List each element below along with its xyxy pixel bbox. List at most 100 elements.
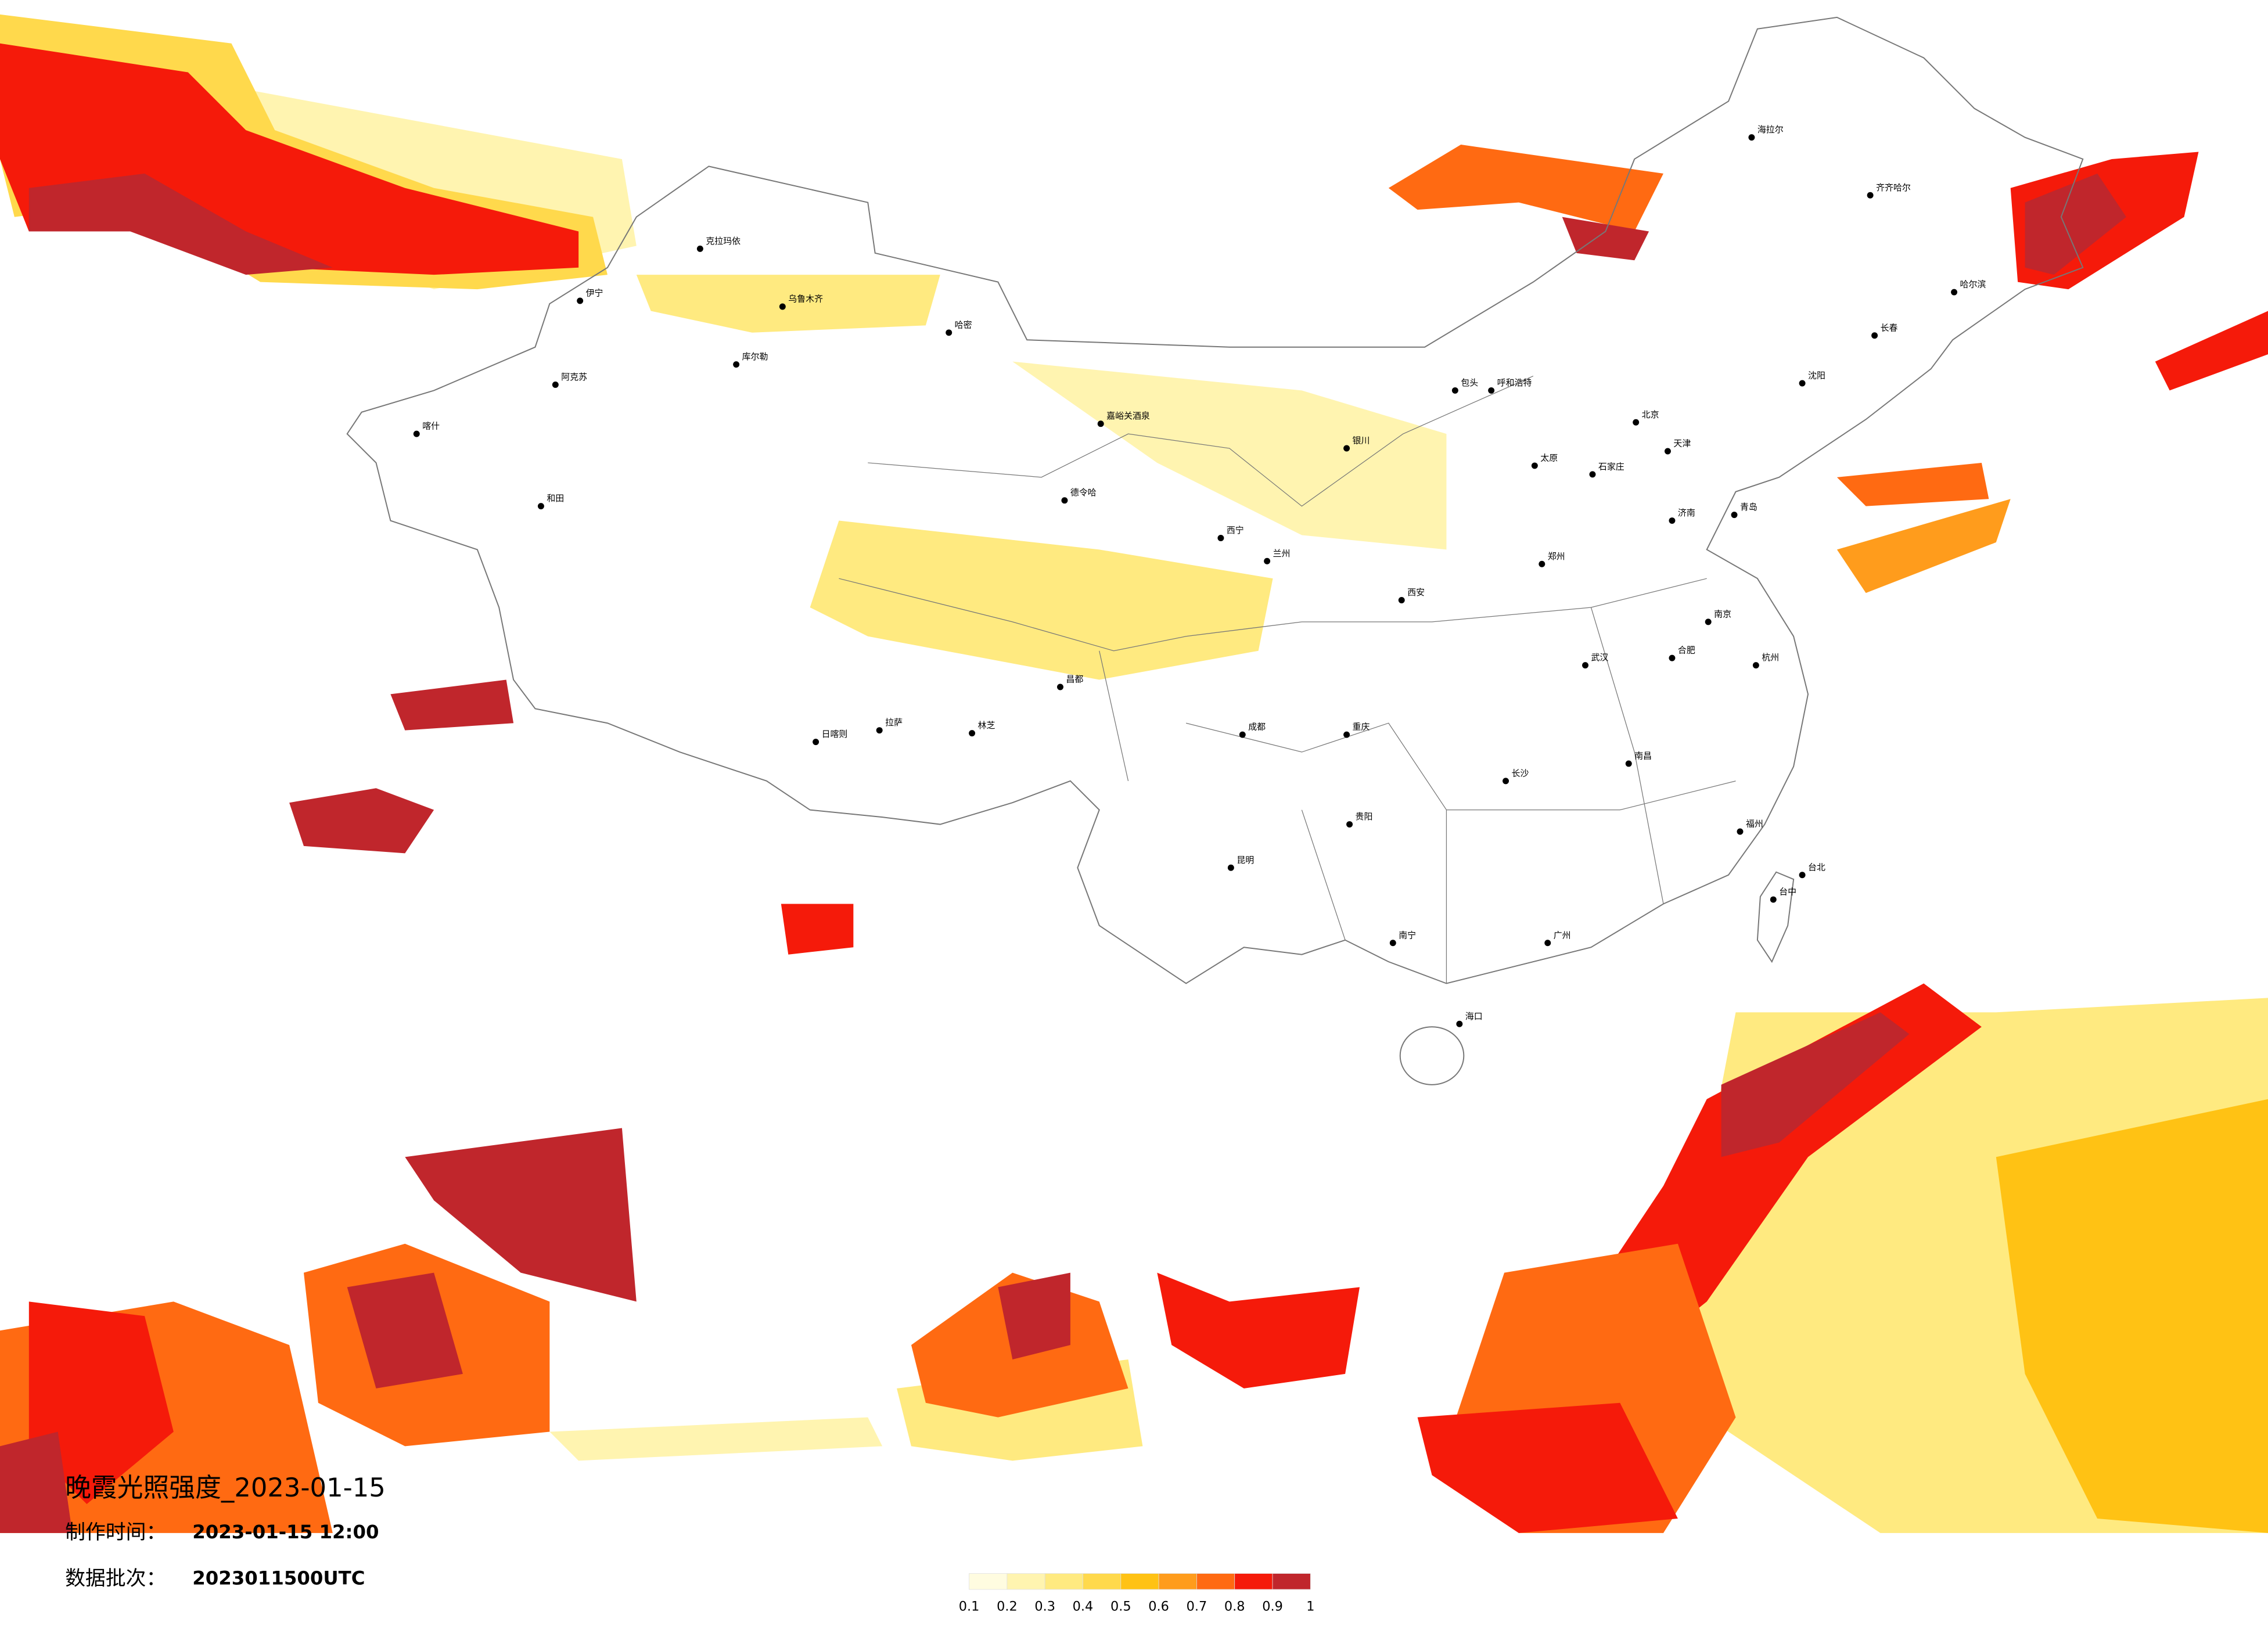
intensity-area [998,1272,1070,1360]
city-dot [1343,731,1350,738]
city-label: 重庆 [1353,722,1370,732]
colorbar-cell [1158,1573,1197,1590]
boundary [346,16,2084,1085]
city-dot [1669,517,1676,524]
city-label: 拉萨 [885,717,903,728]
city-dot [1343,445,1350,452]
city-label: 阿克苏 [561,372,587,382]
city-label: 嘉峪关酒泉 [1106,411,1150,421]
city-label: 银川 [1353,436,1370,446]
city-label: 乌鲁木齐 [788,294,823,304]
city-label: 喀什 [422,421,440,431]
city-dot [537,503,544,510]
city-dot [1398,597,1405,604]
taiwan-outline [1756,871,1795,963]
city-dot [1544,940,1551,947]
colorbar-cell [1083,1573,1122,1590]
intensity-area [0,1431,73,1533]
city-dot [1061,497,1068,504]
city-dot [1867,192,1874,199]
intensity-area [1157,1272,1360,1388]
city-label: 克拉玛依 [706,236,741,246]
intensity-area [2155,311,2268,391]
city-dot [1633,419,1640,426]
hainan-outline [1399,1026,1465,1085]
city-label: 石家庄 [1598,461,1624,472]
city-label: 西安 [1407,587,1425,598]
city-label: 青岛 [1740,502,1757,512]
colorbar-cell [1272,1573,1311,1590]
city-dot [696,245,703,252]
colorbar-tick-label: 1 [1306,1599,1314,1614]
city-dot [1097,420,1104,427]
city-label: 西宁 [1227,525,1244,535]
intensity-area [1388,145,1663,232]
intensity-area [1012,361,1447,550]
city-label: 南昌 [1634,750,1652,761]
colorbar-cell [1044,1573,1083,1590]
city-dot [946,329,953,336]
city-dot [1669,654,1676,661]
intensity-area [781,904,854,955]
city-dot [1951,289,1958,296]
city-dot [1737,828,1744,835]
intensity-area [1996,1099,2268,1533]
data-batch: 2023011500UTC [192,1567,365,1589]
city-dot [1625,760,1632,767]
city-label: 兰州 [1273,548,1291,559]
city-label: 德令哈 [1070,487,1097,498]
city-label: 福州 [1746,819,1763,829]
colorbar-tick-label: 0.8 [1224,1599,1245,1614]
colorbar-tick-label: 0.1 [959,1599,980,1614]
city-label: 台北 [1808,862,1825,872]
intensity-area [636,275,940,333]
legend: 0.1 0.2 0.3 0.4 0.5 0.6 0.7 0.8 0.9 1 [959,1573,1314,1614]
city-dot [1227,864,1234,871]
city-dot [1770,896,1777,903]
city-label: 郑州 [1548,551,1565,562]
city-label: 合肥 [1678,645,1695,656]
city-dot [1057,684,1063,690]
colorbar-cell [1234,1573,1273,1590]
intensity-area [0,43,579,275]
title: 晚霞光照强度_2023-01-15 [65,1472,386,1503]
city-dot [876,727,883,734]
country-outline [346,16,2084,984]
city-label: 成都 [1248,722,1266,732]
city-dot [1488,387,1495,394]
city-dot [1748,134,1755,141]
intensity-area [390,679,514,731]
data-batch-label: 数据批次： [65,1567,166,1591]
colorbar-tick-label: 0.9 [1262,1599,1283,1614]
city-dot [1217,534,1224,541]
city-dot [1389,940,1396,947]
city-label: 和田 [547,493,564,503]
intensity-area [347,1272,463,1388]
city-dot [969,730,976,737]
colorbar-cell [1007,1573,1045,1590]
city-label: 林芝 [978,720,995,731]
city-dot [1539,560,1545,567]
city-label: 南京 [1714,609,1731,619]
city-dot [1264,557,1271,564]
city-label: 昆明 [1237,855,1254,865]
city-label: 包头 [1461,377,1478,388]
city-label: 台中 [1779,887,1796,897]
city-dot [1531,462,1538,469]
city-label: 南宁 [1399,930,1416,940]
intensity-area [28,1301,174,1505]
city-label: 呼和浩特 [1497,377,1532,388]
city-label: 天津 [1673,438,1691,449]
city-label: 哈尔滨 [1960,279,1986,290]
city-dot [1451,387,1458,394]
colorbar-tick-label: 0.3 [1034,1599,1055,1614]
intensity-area [1836,462,1989,506]
production-time-label: 制作时间： [65,1521,166,1544]
city-dot [1731,512,1738,519]
city-label: 贵阳 [1356,811,1373,822]
intensity-area [1836,499,2011,593]
city-label: 沈阳 [1808,370,1825,381]
city-label: 太原 [1540,452,1558,463]
